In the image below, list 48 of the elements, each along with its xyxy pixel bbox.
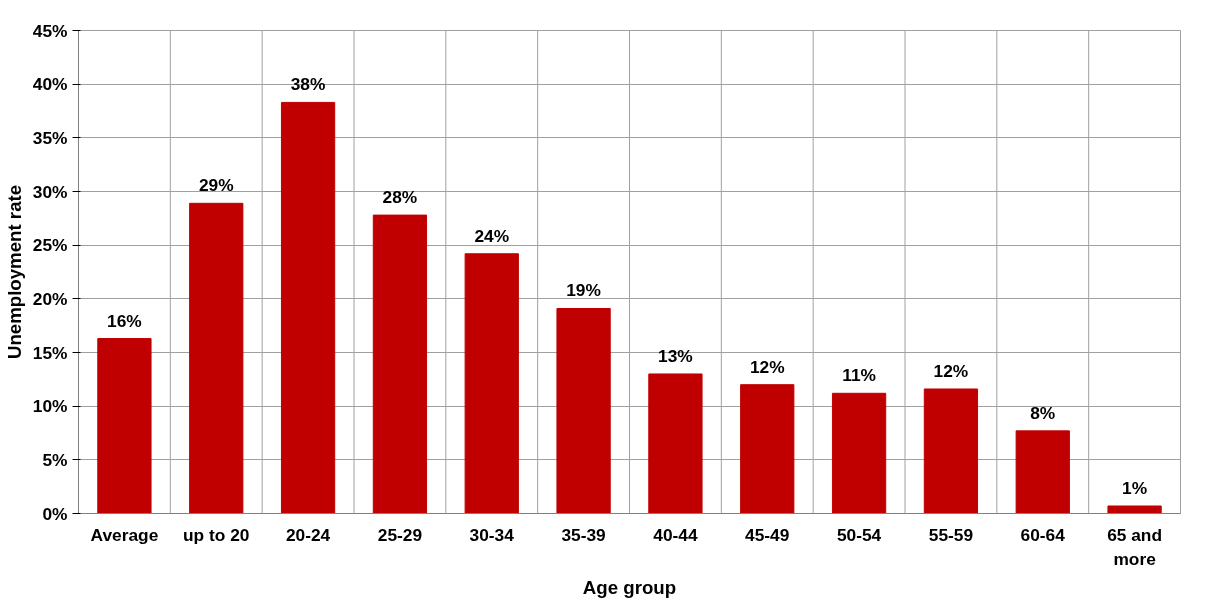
data-label: 12% [749, 356, 785, 377]
data-label: 8% [1030, 402, 1056, 423]
y-tick-label: 45% [32, 20, 68, 41]
y-tick-label: 10% [32, 396, 68, 417]
x-tick-label: 35-39 [561, 524, 606, 545]
bar [556, 307, 611, 514]
y-tick-label: 0% [42, 503, 68, 524]
data-label: 11% [842, 365, 876, 386]
bar [189, 202, 244, 514]
y-tick-label: 25% [32, 235, 68, 256]
y-axis-title: Unemployment rate [3, 184, 25, 360]
data-label: 16% [107, 310, 142, 331]
bar [280, 101, 336, 514]
x-axis-title: Age group [582, 576, 677, 598]
x-tick-label: 40-44 [653, 524, 698, 545]
x-tick-label: up to 20 [183, 524, 250, 545]
data-label: 12% [933, 360, 969, 381]
bar [464, 253, 519, 514]
data-label: 28% [382, 187, 418, 208]
x-tick-label: 65 and more [1107, 524, 1163, 569]
data-label: 24% [474, 225, 510, 246]
x-tick-label: Average [90, 524, 159, 545]
y-tick-label: 30% [32, 181, 68, 202]
bar [923, 388, 979, 514]
x-tick-label: 25-29 [377, 524, 423, 545]
x-tick-label: 20-24 [285, 524, 331, 545]
data-label: 13% [658, 345, 693, 366]
y-tick-label: 40% [32, 74, 68, 95]
data-label: 1% [1122, 477, 1148, 498]
x-tick-label: 55-59 [928, 524, 974, 545]
y-tick-label: 5% [42, 449, 68, 470]
y-tick-label: 15% [32, 342, 68, 363]
data-label: 19% [566, 280, 601, 301]
bar [648, 373, 703, 514]
y-tick-label: 20% [32, 288, 68, 309]
bar [97, 338, 152, 514]
bar [1107, 505, 1162, 514]
x-tick-label: 60-64 [1020, 524, 1066, 545]
bar [372, 214, 428, 514]
x-tick-label: 45-49 [745, 524, 790, 545]
data-label: 29% [198, 175, 234, 196]
bar [831, 392, 887, 514]
y-tick-label: 35% [32, 127, 68, 148]
bar [1015, 430, 1070, 514]
x-tick-label: 50-54 [836, 524, 882, 545]
x-tick-label: 30-34 [469, 524, 515, 545]
bar [740, 384, 795, 514]
data-label: 38% [290, 74, 326, 95]
